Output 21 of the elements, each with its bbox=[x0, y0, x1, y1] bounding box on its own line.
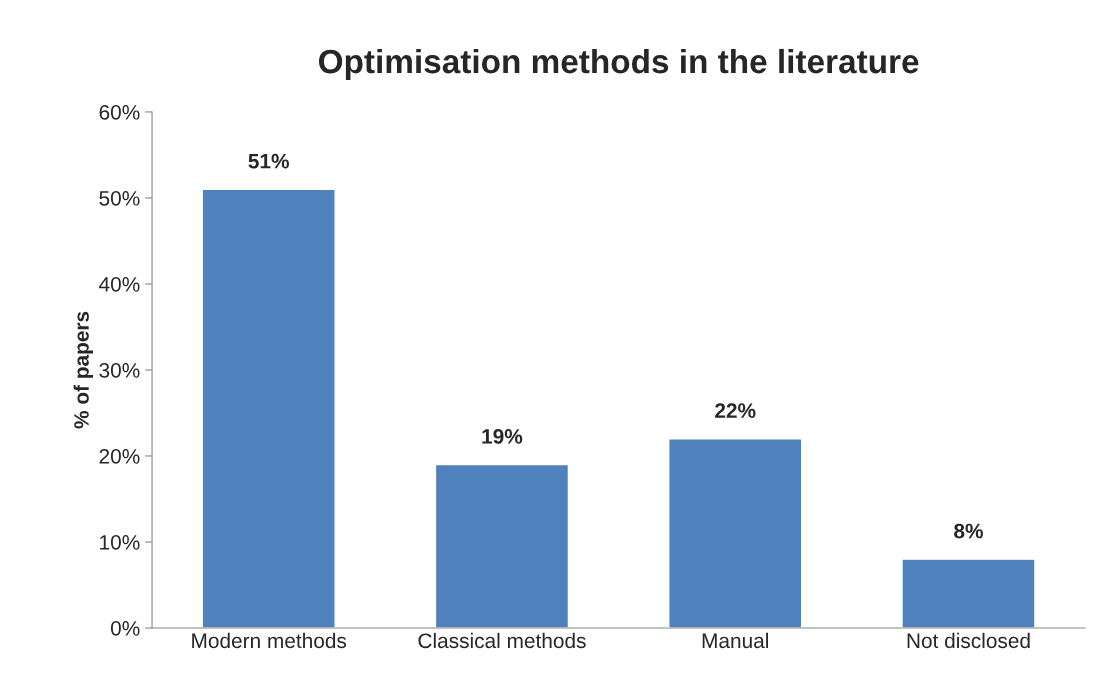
x-tick-label: Not disclosed bbox=[907, 632, 1030, 649]
y-axis-title: % of papers bbox=[73, 311, 93, 429]
y-tick-label: 20% bbox=[99, 448, 140, 464]
data-label: 8% bbox=[954, 523, 983, 539]
bar bbox=[434, 463, 570, 628]
y-tick-label: 10% bbox=[100, 534, 140, 550]
y-tick-label: 40% bbox=[99, 276, 140, 292]
x-tick-label: Manual bbox=[702, 632, 768, 649]
data-label: 51% bbox=[248, 153, 289, 169]
y-tick-label: 50% bbox=[99, 190, 140, 206]
bar bbox=[668, 438, 803, 628]
x-tick-label: Classical methods bbox=[418, 632, 586, 649]
data-label: 19% bbox=[482, 429, 523, 444]
data-label: 22% bbox=[715, 403, 756, 418]
y-tick-label: 0% bbox=[110, 620, 140, 636]
chart-title: Optimisation methods in the literature bbox=[319, 48, 919, 80]
x-tick-label: Modern methods bbox=[192, 632, 347, 649]
y-tick-label: 30% bbox=[99, 362, 140, 378]
bar bbox=[901, 558, 1036, 628]
bar bbox=[201, 188, 336, 628]
y-tick-label: 60% bbox=[99, 104, 140, 120]
